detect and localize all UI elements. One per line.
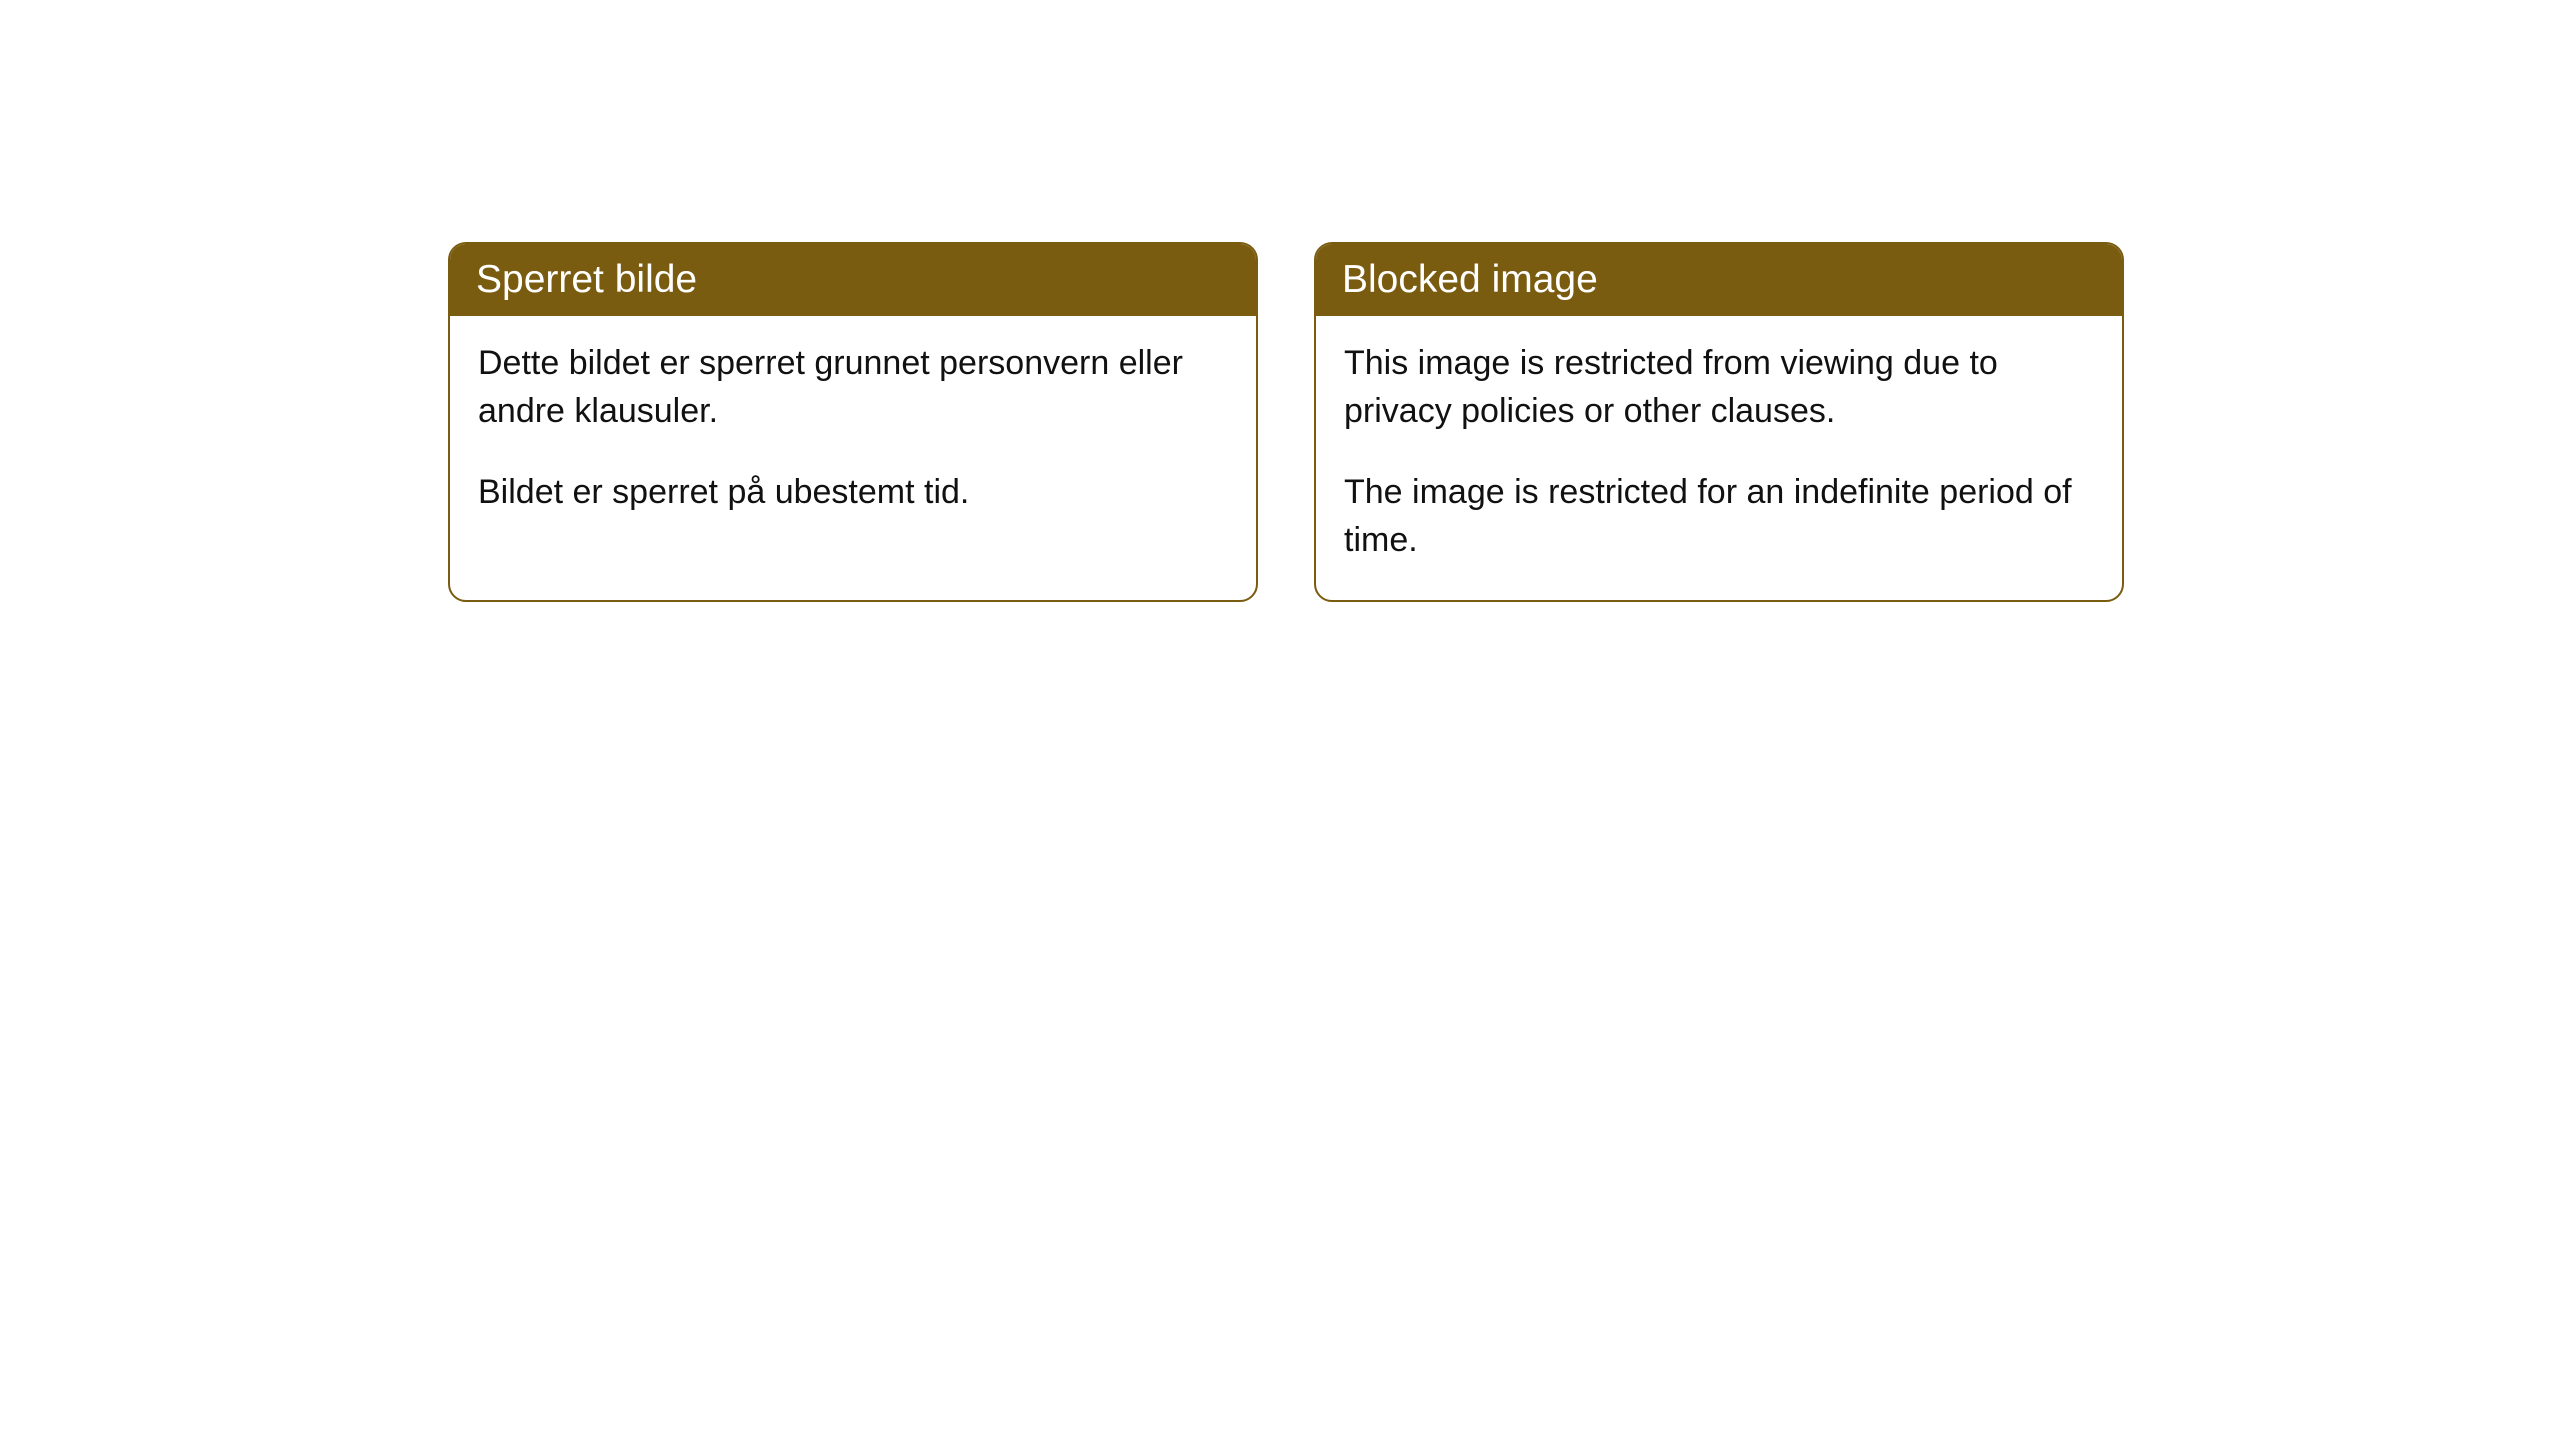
- blocked-image-card-no: Sperret bilde Dette bildet er sperret gr…: [448, 242, 1258, 602]
- card-paragraph: Bildet er sperret på ubestemt tid.: [478, 469, 1228, 517]
- card-paragraph: The image is restricted for an indefinit…: [1344, 469, 2094, 564]
- blocked-image-card-en: Blocked image This image is restricted f…: [1314, 242, 2124, 602]
- card-paragraph: This image is restricted from viewing du…: [1344, 340, 2094, 435]
- card-body: This image is restricted from viewing du…: [1316, 316, 2122, 600]
- card-paragraph: Dette bildet er sperret grunnet personve…: [478, 340, 1228, 435]
- card-title: Blocked image: [1316, 244, 2122, 316]
- card-row: Sperret bilde Dette bildet er sperret gr…: [0, 0, 2560, 602]
- card-title: Sperret bilde: [450, 244, 1256, 316]
- card-body: Dette bildet er sperret grunnet personve…: [450, 316, 1256, 553]
